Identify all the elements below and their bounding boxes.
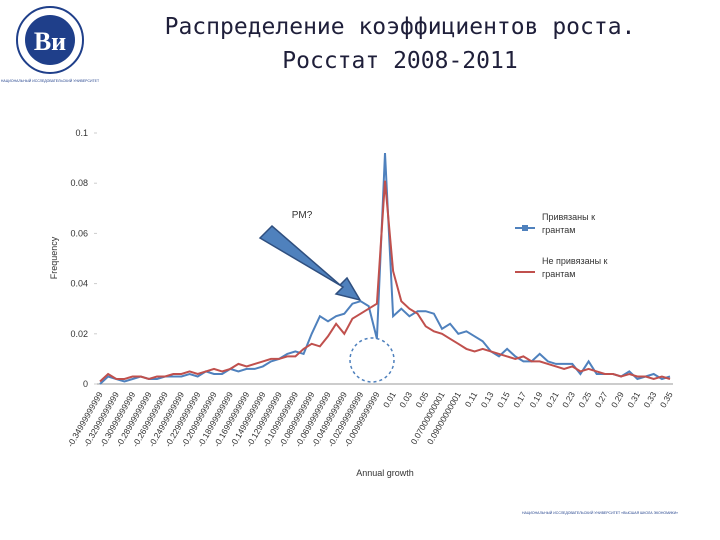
x-tick-label: 0.33: [642, 390, 659, 410]
x-tick-label: 0.17: [511, 390, 528, 410]
y-tick-label: 0.08: [70, 178, 88, 188]
svg-text:Ви: Ви: [34, 27, 66, 56]
y-tick-label: 0.04: [70, 279, 88, 289]
logo: Ви: [16, 6, 84, 74]
x-tick-label: 0.03: [397, 390, 414, 410]
annotation: PM?: [292, 210, 313, 221]
y-tick-label: 0: [83, 379, 88, 389]
x-tick-label: 0.23: [560, 390, 577, 410]
x-tick-label: 0.29: [609, 390, 626, 410]
arrow: [258, 224, 362, 302]
x-tick-label: 0.31: [625, 390, 642, 410]
y-tick-label: 0.1: [75, 128, 88, 138]
title-line: Росстат 2008-2011: [282, 48, 517, 74]
x-tick-label: 0.25: [576, 390, 593, 410]
x-axis-label: Annual growth: [356, 468, 414, 478]
legend-label: Привязаны к грантам: [542, 212, 595, 235]
x-tick-label: 0.19: [528, 390, 545, 410]
x-tick-label: 0.13: [479, 390, 496, 410]
x-tick-label: 0.35: [658, 390, 675, 410]
footer: НАЦИОНАЛЬНЫЙ ИССЛЕДОВАТЕЛЬСКИЙ УНИВЕРСИТ…: [522, 511, 678, 515]
y-tick-label: 0.06: [70, 228, 88, 238]
title-line: Распределение коэффициентов роста.: [165, 14, 636, 40]
highlight-circle: [349, 337, 395, 383]
x-tick-label: 0.11: [463, 390, 480, 409]
legend-marker: [522, 225, 528, 231]
x-tick-label: 0.15: [495, 390, 512, 410]
series-line: [99, 180, 671, 383]
x-tick-label: 0.27: [593, 390, 610, 410]
y-tick-label: 0.02: [70, 329, 88, 339]
x-tick-label: 0.01: [381, 390, 398, 410]
org-name: НАЦИОНАЛЬНЫЙ ИССЛЕДОВАТЕЛЬСКИЙ УНИВЕРСИТ…: [1, 79, 100, 83]
legend-label: Не привязаны к грантам: [542, 256, 608, 279]
y-axis-label: Frequency: [49, 236, 59, 279]
x-tick-label: 0.21: [544, 390, 561, 410]
